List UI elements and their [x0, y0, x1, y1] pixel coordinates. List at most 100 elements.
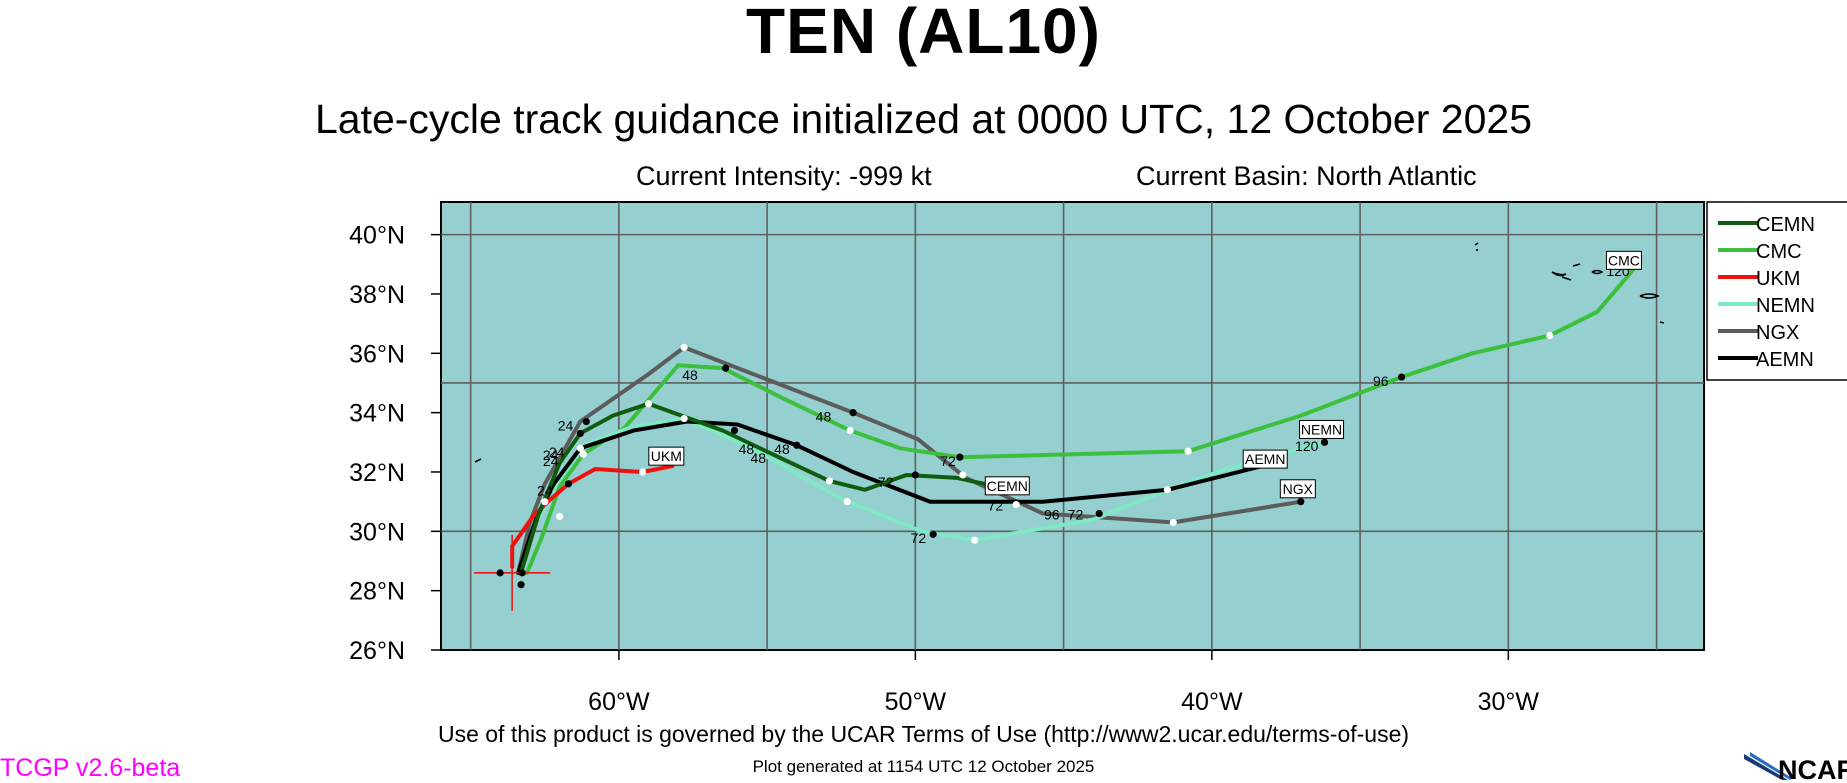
current-position-marker: [474, 534, 551, 611]
x-tick-label: 50°W: [885, 688, 947, 716]
x-tick-label: 40°W: [1181, 688, 1243, 716]
current-position-dot: [496, 569, 504, 577]
track-nemn: [519, 416, 1327, 575]
track-ukm: [510, 464, 675, 569]
y-tick-label: 30°N: [349, 518, 405, 546]
track-point-ngx: [1297, 498, 1305, 506]
forecast-hour-label: 48: [682, 367, 698, 383]
track-point-ngx: [582, 417, 590, 426]
forecast-hour-label: 24: [537, 483, 553, 499]
track-point-nemn: [971, 536, 979, 544]
azores-island-4: [1572, 263, 1581, 267]
azores-island-7: [1659, 321, 1665, 324]
track-end-tag-box: [1299, 419, 1345, 439]
track-point-nemn: [555, 512, 564, 521]
track-point-nemn: [843, 498, 851, 506]
bermuda-island: [474, 458, 482, 463]
track-point-cmc: [579, 450, 587, 458]
azores-island-6: [1639, 293, 1660, 299]
forecast-hour-label: 96: [1373, 373, 1389, 389]
track-point-cmc: [846, 426, 854, 435]
track-end-tag-cemn: CEMN: [987, 478, 1028, 494]
y-tick-label: 28°N: [349, 578, 405, 606]
track-point-cmc: [1184, 447, 1192, 455]
azores-island-2: [1551, 271, 1567, 277]
legend-box: [1706, 201, 1847, 381]
track-point-nemn: [1320, 438, 1329, 446]
azores-island-3: [1561, 276, 1572, 281]
track-point-nemn: [680, 414, 688, 423]
track-ngx: [516, 345, 1303, 575]
forecast-hour-label: 96: [1044, 506, 1060, 522]
plot-generated: Plot generated at 1154 UTC 12 October 20…: [752, 757, 1095, 776]
track-point-cemn: [644, 400, 653, 408]
land-outlines: [474, 242, 1665, 463]
track-end-tag-box: [1279, 479, 1316, 499]
forecast-hour-label: 24: [549, 444, 565, 460]
track-end-tag-box: [648, 446, 685, 466]
forecast-hour-label: 24: [543, 453, 559, 469]
track-point-aemn: [576, 444, 584, 452]
axis-ticks: 60°W 50°W 40°W 30°W 26°N 28°N 30°N 32°N 34°N 36°N…: [349, 222, 1539, 716]
chart-subtitle: Late-cycle track guidance initialized at…: [314, 96, 1532, 142]
legend-label-ngx: NGX: [1756, 322, 1799, 344]
forecast-hour-label: 72: [988, 498, 1004, 514]
ncar-logo-swoosh-icon: [1744, 754, 1788, 780]
forecast-hour-label: 120: [1295, 438, 1319, 454]
y-tick-label: 32°N: [349, 459, 405, 487]
forecast-hour-label: 72: [1068, 506, 1084, 522]
track-point-ngx: [849, 409, 857, 417]
forecast-hour-label: 48: [774, 441, 790, 457]
track-point-cemn: [825, 477, 833, 485]
forecast-hour-label: 48: [739, 441, 755, 457]
track-end-tag-box: [1605, 250, 1642, 270]
legend-label-nemn: NEMN: [1756, 295, 1815, 317]
forecast-hour-label: 24: [543, 447, 559, 463]
track-point-cemn: [730, 426, 739, 435]
track-end-tag-aemn: AEMN: [1245, 451, 1285, 467]
track-point-cmc: [1546, 331, 1554, 340]
forecast-hour-label: 72: [911, 530, 927, 546]
version-label: TCGP v2.6-beta: [0, 754, 181, 782]
ncar-logo: NCAR: [1744, 752, 1847, 780]
y-tick-label: 40°N: [349, 222, 405, 250]
track-point-ngx: [680, 343, 688, 351]
y-tick-label: 36°N: [349, 340, 405, 368]
track-point-aemn: [1095, 509, 1103, 518]
legend: CEMN CMC UKM NEMN NGX AEMN: [1706, 201, 1847, 381]
track-point-aemn: [793, 441, 801, 449]
forecast-hour-label: 48: [750, 450, 766, 466]
track-point-ukm: [564, 480, 573, 488]
track-end-tag-ngx: NGX: [1283, 481, 1314, 497]
current-position-dot: [518, 569, 526, 577]
forecast-hour-label: 24: [558, 417, 574, 433]
track-point-cemn: [576, 429, 584, 438]
x-tick-label: 60°W: [588, 688, 650, 716]
track-point-ukm: [639, 468, 647, 476]
chart-title: TEN (AL10): [746, 0, 1101, 67]
legend-label-cemn: CEMN: [1756, 214, 1815, 236]
y-tick-label: 38°N: [349, 281, 405, 309]
track-end-tag-ukm: UKM: [651, 448, 682, 464]
track-end-tag-box: [1242, 449, 1288, 469]
current-basin: Current Basin: North Atlantic: [1136, 161, 1477, 191]
track-aemn: [516, 419, 1277, 575]
track-point-nemn: [1163, 486, 1171, 494]
azores-island-1: [1474, 242, 1479, 246]
track-point-cmc: [1397, 373, 1406, 381]
track-point-aemn: [929, 530, 937, 538]
track-cmc: [525, 268, 1635, 575]
azores-island-5: [1591, 269, 1604, 275]
forecast-hour-label: 72: [940, 453, 956, 469]
track-point-ngx: [1169, 518, 1177, 527]
track-point-ngx: [541, 498, 549, 506]
track-end-tag-nemn: NEMN: [1301, 421, 1342, 437]
track-point-cmc: [722, 364, 730, 372]
legend-label-cmc: CMC: [1756, 241, 1802, 263]
track-point-ngx: [959, 471, 967, 479]
track-cemn: [519, 401, 1001, 575]
terms-of-use: Use of this product is governed by the U…: [437, 721, 1410, 747]
track-point-aemn: [1012, 501, 1020, 509]
track-point-aemn: [517, 581, 525, 589]
